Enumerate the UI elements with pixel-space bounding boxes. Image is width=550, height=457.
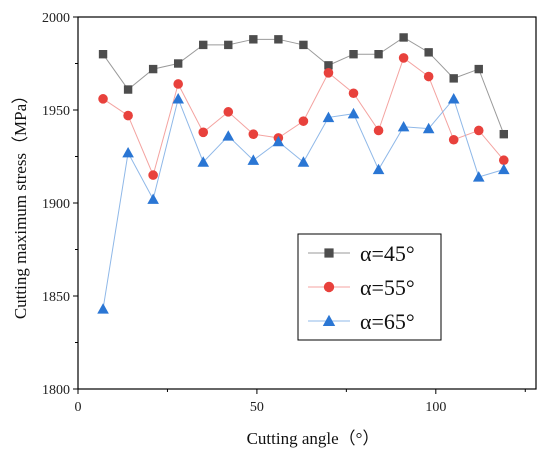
series-layer <box>97 33 510 314</box>
y-tick-label: 1900 <box>42 197 70 212</box>
data-point <box>123 85 133 94</box>
data-point <box>424 48 433 57</box>
data-point <box>497 163 510 175</box>
data-point <box>248 129 259 139</box>
data-point <box>247 154 260 165</box>
data-point <box>373 125 384 136</box>
data-point <box>323 68 334 78</box>
data-point <box>249 35 258 44</box>
data-point <box>347 107 360 119</box>
y-axis-title: Cutting maximum stress（MPa） <box>11 87 30 319</box>
legend: α=45° α=55° α=65° <box>297 233 442 341</box>
data-point <box>349 50 358 59</box>
data-point <box>423 71 434 82</box>
data-point <box>173 59 183 68</box>
data-point <box>298 116 309 126</box>
data-point <box>499 129 508 139</box>
y-axis-ticks: 1800 1850 1900 1950 2000 <box>42 11 78 398</box>
data-point <box>223 107 234 117</box>
y-tick-label: 2000 <box>42 11 70 26</box>
data-point <box>397 120 410 132</box>
data-point <box>172 93 184 104</box>
legend-label: α=45° <box>360 241 415 266</box>
data-point <box>147 193 159 204</box>
data-point <box>98 94 108 104</box>
data-point <box>399 33 408 42</box>
legend-label: α=65° <box>360 309 415 334</box>
data-point <box>398 53 409 63</box>
data-point <box>473 125 484 136</box>
data-point <box>448 134 459 145</box>
series-1 <box>98 33 508 139</box>
legend-label: α=55° <box>360 275 415 300</box>
data-point <box>348 88 359 99</box>
data-point <box>224 40 233 50</box>
data-point <box>199 40 208 50</box>
data-point <box>148 170 158 180</box>
x-axis-ticks: 0 50 100 <box>75 389 526 415</box>
legend-item: α=45° <box>308 241 415 266</box>
data-point <box>148 64 158 74</box>
legend-marker <box>322 314 336 326</box>
x-tick-label: 0 <box>75 400 82 415</box>
data-point <box>422 122 435 134</box>
data-point <box>449 74 458 83</box>
y-tick-label: 1950 <box>42 104 70 119</box>
x-tick-label: 100 <box>425 400 446 415</box>
data-point <box>97 303 109 314</box>
data-point <box>472 171 485 182</box>
data-point <box>374 50 383 59</box>
legend-marker <box>323 281 335 293</box>
data-point <box>173 79 183 89</box>
data-point <box>98 50 108 59</box>
data-point <box>122 146 134 158</box>
legend-marker <box>324 248 334 258</box>
legend-item: α=65° <box>308 309 415 334</box>
x-axis-title: Cutting angle（°） <box>247 429 380 448</box>
data-point <box>299 40 308 50</box>
y-tick-label: 1800 <box>42 383 70 398</box>
data-point <box>123 110 133 121</box>
data-point <box>197 156 210 167</box>
series-2 <box>98 53 509 180</box>
x-tick-label: 50 <box>250 400 264 415</box>
data-point <box>274 35 283 44</box>
legend-item: α=55° <box>308 275 415 300</box>
data-point <box>222 130 235 141</box>
data-point <box>322 111 335 123</box>
series-3 <box>97 93 510 314</box>
data-point <box>297 156 310 167</box>
data-point <box>198 127 209 138</box>
data-point <box>498 155 509 166</box>
data-point <box>272 135 285 147</box>
data-point <box>372 163 385 175</box>
y-tick-label: 1850 <box>42 290 70 305</box>
data-point <box>474 64 483 74</box>
data-point <box>324 61 333 70</box>
data-point <box>447 93 460 104</box>
